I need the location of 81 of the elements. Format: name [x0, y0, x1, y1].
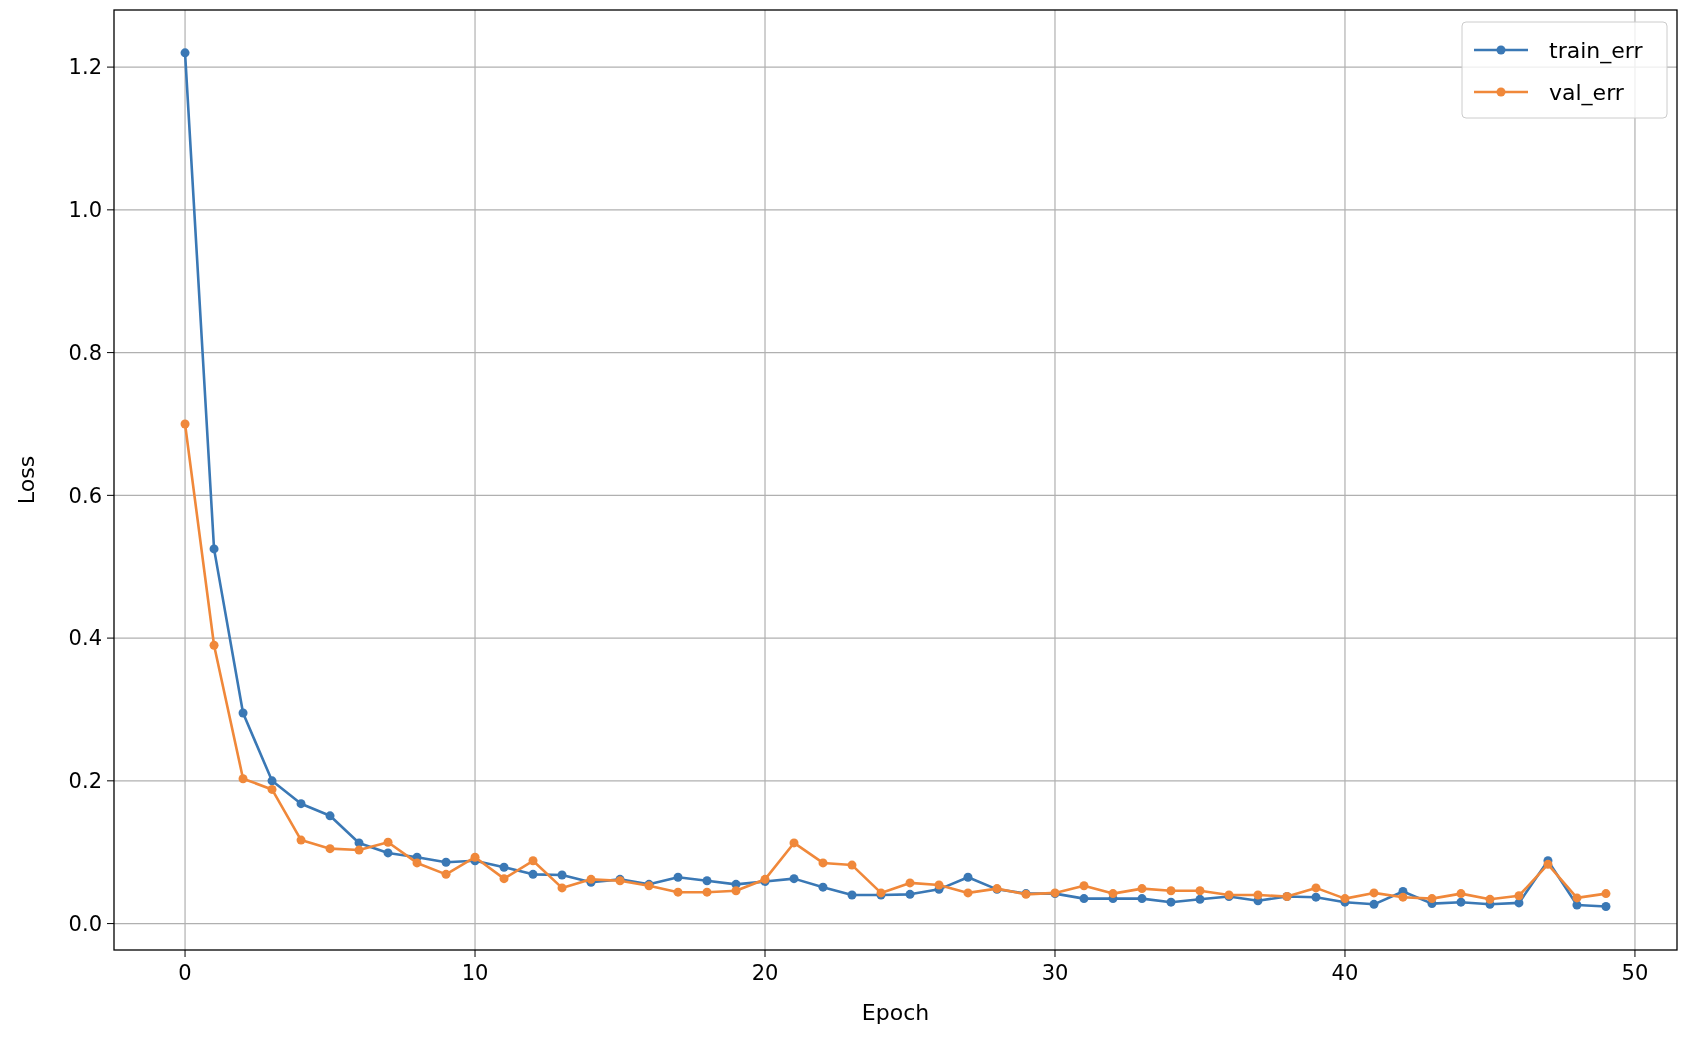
point — [1253, 890, 1263, 900]
point — [267, 776, 277, 786]
point — [557, 870, 567, 880]
point — [789, 838, 799, 848]
x-tick-label: 10 — [461, 961, 489, 985]
point — [441, 857, 451, 867]
x-tick-label: 50 — [1621, 961, 1649, 985]
point — [1514, 891, 1524, 901]
y-tick-label: 0.2 — [68, 769, 102, 794]
point — [963, 872, 973, 882]
point — [1166, 897, 1176, 907]
point — [789, 874, 799, 884]
point — [209, 640, 219, 650]
point — [412, 858, 422, 868]
point — [818, 882, 828, 892]
point — [499, 862, 509, 872]
point — [1137, 884, 1147, 894]
point — [1311, 892, 1321, 902]
point — [1572, 893, 1582, 903]
point — [528, 869, 538, 879]
point — [1079, 894, 1089, 904]
x-tick-label: 20 — [751, 961, 779, 985]
point — [702, 876, 712, 886]
y-tick-label: 1.0 — [68, 198, 102, 223]
x-tick-label: 40 — [1331, 961, 1359, 985]
point — [731, 886, 741, 896]
x-axis-title: Epoch — [861, 1000, 930, 1025]
point — [383, 848, 393, 858]
point — [1456, 889, 1466, 899]
point — [905, 878, 915, 888]
x-tick-label: 30 — [1041, 961, 1069, 985]
point — [1137, 894, 1147, 904]
legend-label: val_err — [1549, 79, 1625, 106]
point — [499, 874, 509, 884]
point — [557, 883, 567, 893]
point — [441, 869, 451, 879]
point — [1456, 897, 1466, 907]
point — [238, 774, 248, 784]
y-tick-label: 0.4 — [68, 626, 102, 651]
point — [1166, 886, 1176, 896]
point — [383, 837, 393, 847]
point — [963, 888, 973, 898]
legend-label: train_err — [1549, 37, 1644, 64]
point — [847, 860, 857, 870]
point — [1427, 894, 1437, 904]
point — [1311, 883, 1321, 893]
point — [528, 856, 538, 866]
point — [673, 887, 683, 897]
point — [325, 844, 335, 854]
point — [934, 880, 944, 890]
point — [1195, 894, 1205, 904]
y-tick-label: 0.0 — [68, 911, 102, 936]
point — [1369, 888, 1379, 898]
point — [1398, 892, 1408, 902]
point — [296, 835, 306, 845]
point — [267, 784, 277, 794]
point — [209, 544, 219, 554]
point — [1601, 889, 1611, 899]
point — [1601, 901, 1611, 911]
point — [1369, 899, 1379, 909]
point — [325, 811, 335, 821]
point — [180, 419, 190, 429]
point — [296, 799, 306, 809]
y-tick-label: 0.6 — [68, 483, 102, 508]
point — [673, 872, 683, 882]
point — [1195, 886, 1205, 896]
point — [1485, 894, 1495, 904]
point — [238, 708, 248, 718]
point — [470, 852, 480, 862]
y-tick-label: 1.2 — [68, 55, 102, 80]
point — [702, 887, 712, 897]
point — [1079, 881, 1089, 891]
x-tick-label: 0 — [178, 961, 192, 985]
point — [180, 48, 190, 58]
point — [818, 858, 828, 868]
y-tick-label: 0.8 — [68, 340, 102, 365]
point — [1108, 889, 1118, 899]
point — [905, 889, 915, 899]
point — [354, 845, 364, 855]
point — [847, 890, 857, 900]
y-axis-title: Loss — [14, 455, 39, 505]
